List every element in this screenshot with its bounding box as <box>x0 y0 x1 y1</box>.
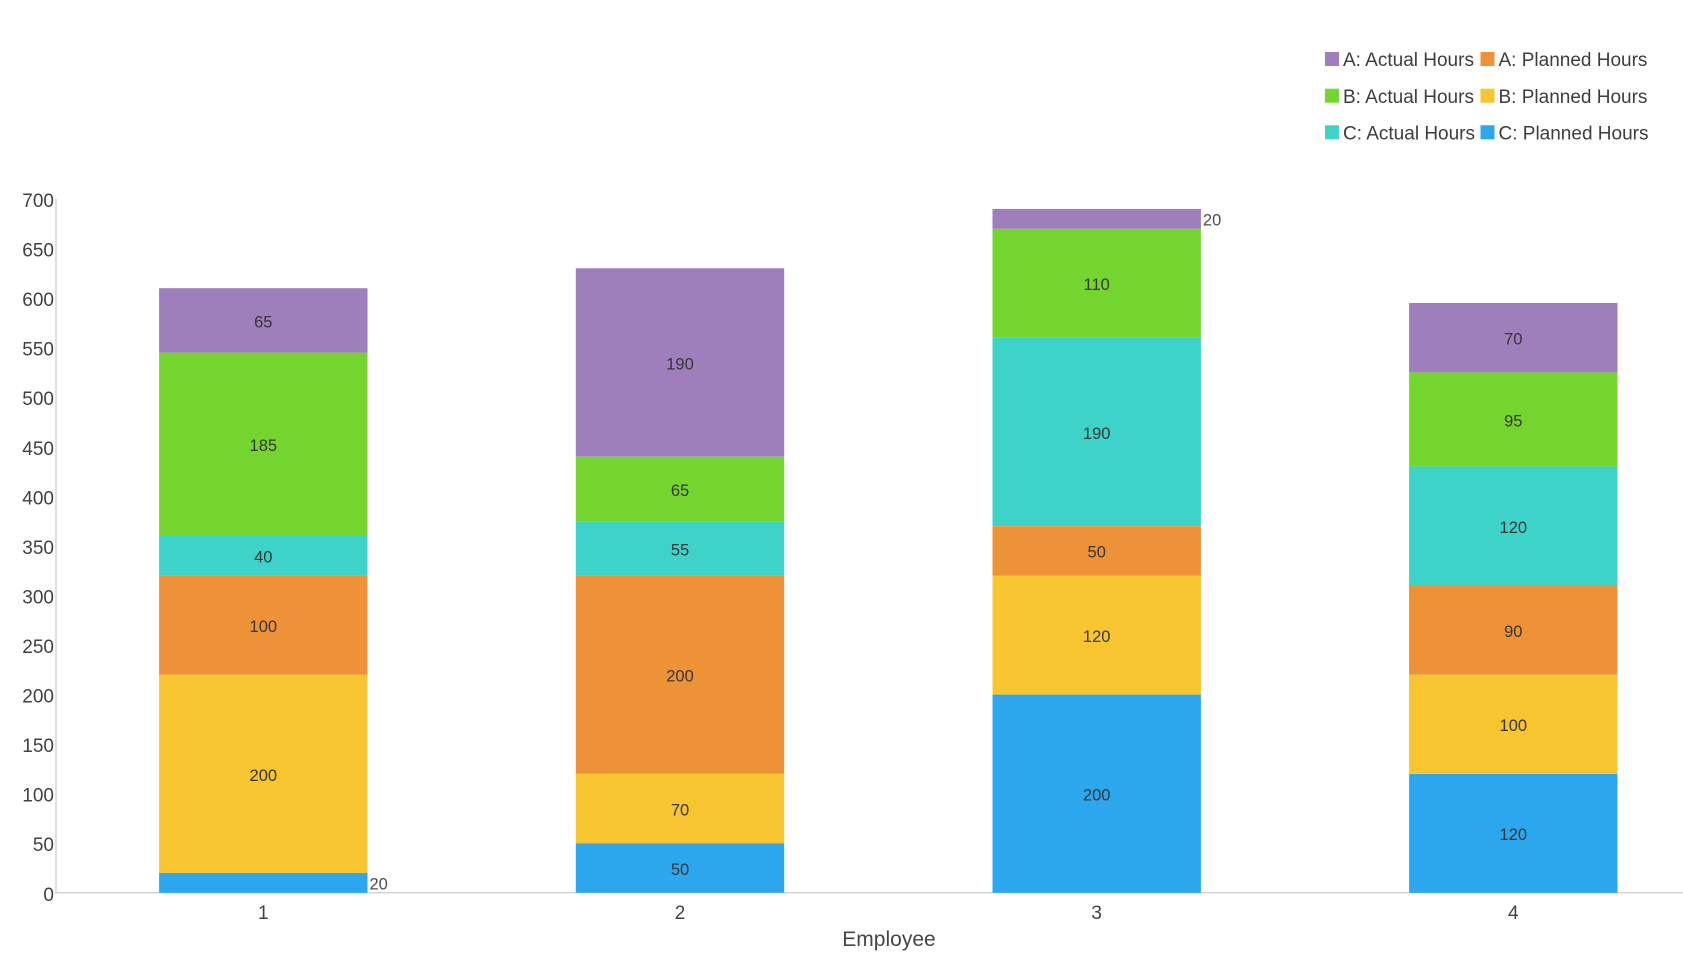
svg-text:200: 200 <box>1083 787 1111 805</box>
svg-text:190: 190 <box>1083 425 1111 443</box>
svg-text:B: Planned Hours: B: Planned Hours <box>1499 87 1648 108</box>
svg-text:65: 65 <box>254 313 272 331</box>
svg-text:40: 40 <box>254 549 272 567</box>
svg-text:90: 90 <box>1504 623 1522 641</box>
svg-text:150: 150 <box>22 736 54 757</box>
svg-text:185: 185 <box>250 437 278 455</box>
svg-text:50: 50 <box>1088 544 1106 562</box>
svg-text:50: 50 <box>33 835 54 856</box>
svg-text:250: 250 <box>22 637 54 658</box>
svg-text:3: 3 <box>1091 903 1102 924</box>
svg-text:Employee: Employee <box>842 928 935 951</box>
svg-text:C: Actual Hours: C: Actual Hours <box>1343 124 1475 145</box>
svg-text:C: Planned Hours: C: Planned Hours <box>1499 124 1649 145</box>
svg-text:B: Actual Hours: B: Actual Hours <box>1343 87 1474 108</box>
svg-text:50: 50 <box>671 861 689 879</box>
svg-text:110: 110 <box>1084 276 1110 294</box>
svg-text:95: 95 <box>1504 412 1522 430</box>
svg-text:65: 65 <box>671 482 689 500</box>
svg-text:350: 350 <box>22 538 54 559</box>
svg-text:2: 2 <box>675 903 686 924</box>
svg-text:4: 4 <box>1508 903 1519 924</box>
svg-text:200: 200 <box>666 668 694 686</box>
svg-text:500: 500 <box>22 389 54 410</box>
svg-text:100: 100 <box>22 786 54 807</box>
svg-text:600: 600 <box>22 290 54 311</box>
svg-text:20: 20 <box>370 875 388 893</box>
svg-text:450: 450 <box>22 439 54 460</box>
svg-text:650: 650 <box>22 241 54 262</box>
svg-text:20: 20 <box>1203 211 1221 229</box>
svg-text:55: 55 <box>671 541 689 559</box>
svg-text:550: 550 <box>22 340 54 361</box>
svg-text:100: 100 <box>1500 717 1528 735</box>
svg-text:1: 1 <box>258 903 269 924</box>
svg-text:190: 190 <box>666 355 694 373</box>
svg-text:100: 100 <box>250 618 278 636</box>
svg-text:120: 120 <box>1500 826 1528 844</box>
svg-text:0: 0 <box>43 885 54 906</box>
svg-text:700: 700 <box>22 191 54 212</box>
svg-text:A: Actual Hours: A: Actual Hours <box>1343 50 1474 71</box>
svg-text:120: 120 <box>1083 628 1111 646</box>
svg-text:A: Planned Hours: A: Planned Hours <box>1499 50 1648 71</box>
svg-text:400: 400 <box>22 488 54 509</box>
svg-text:300: 300 <box>22 587 54 608</box>
svg-text:120: 120 <box>1500 519 1528 537</box>
svg-text:70: 70 <box>671 801 689 819</box>
svg-text:70: 70 <box>1504 331 1522 349</box>
svg-text:200: 200 <box>250 767 278 785</box>
svg-text:200: 200 <box>22 687 54 708</box>
